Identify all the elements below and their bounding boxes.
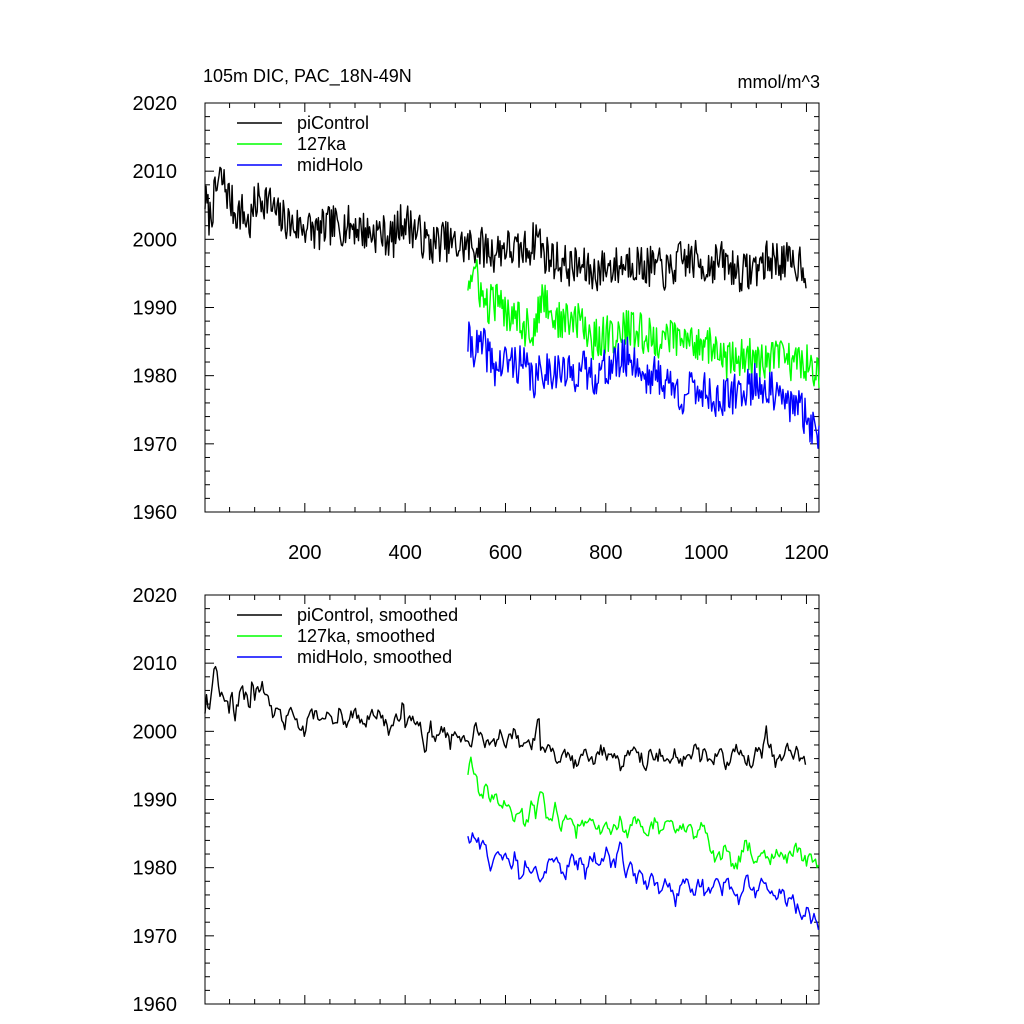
series-line-2 bbox=[467, 832, 820, 930]
x-tick-label: 200 bbox=[288, 542, 321, 564]
panel-bottom: 1960 1970 1980 1990 2000 2010 2020 piControl, s… bbox=[133, 585, 820, 1016]
x-tick-label: 600 bbox=[489, 542, 522, 564]
series-line-1 bbox=[467, 259, 820, 389]
y-tick-label: 2000 bbox=[133, 721, 178, 743]
legend-label: 127ka bbox=[297, 134, 347, 154]
panel-top: 200 400 600 800 1000 1200 1960 1970 1980 1990 2000… bbox=[133, 93, 829, 564]
y-tick-label: 1980 bbox=[133, 366, 178, 388]
y-tick-label: 1970 bbox=[133, 434, 178, 456]
x-tick-label: 400 bbox=[388, 542, 421, 564]
series-line-0 bbox=[204, 166, 807, 293]
y-tick-label: 1990 bbox=[133, 790, 178, 812]
x-tick-label: 800 bbox=[589, 542, 622, 564]
legend-label: midHolo bbox=[297, 155, 363, 175]
series-line-2 bbox=[467, 321, 820, 449]
y-tick-label: 2020 bbox=[133, 585, 178, 607]
y-tick-label: 1990 bbox=[133, 298, 178, 320]
legend-label: 127ka, smoothed bbox=[297, 626, 435, 646]
y-tick-label: 1960 bbox=[133, 994, 178, 1016]
y-tick-label: 1960 bbox=[133, 502, 178, 524]
y-tick-label: 2010 bbox=[133, 161, 178, 183]
x-tick-label: 1000 bbox=[684, 542, 729, 564]
y-tick-label: 2010 bbox=[133, 653, 178, 675]
legend-label: piControl bbox=[297, 113, 369, 133]
y-tick-label: 1980 bbox=[133, 858, 178, 880]
series-line-0 bbox=[204, 665, 807, 772]
units-label: mmol/m^3 bbox=[738, 72, 820, 92]
legend-label: midHolo, smoothed bbox=[297, 647, 452, 667]
series-line-1 bbox=[467, 756, 820, 870]
y-tick-label: 2000 bbox=[133, 229, 178, 251]
x-tick-label: 1200 bbox=[784, 542, 829, 564]
y-tick-label: 1970 bbox=[133, 926, 178, 948]
chart-title: 105m DIC, PAC_18N-49N bbox=[203, 66, 412, 87]
y-tick-label: 2020 bbox=[133, 93, 178, 115]
legend-label: piControl, smoothed bbox=[297, 605, 458, 625]
